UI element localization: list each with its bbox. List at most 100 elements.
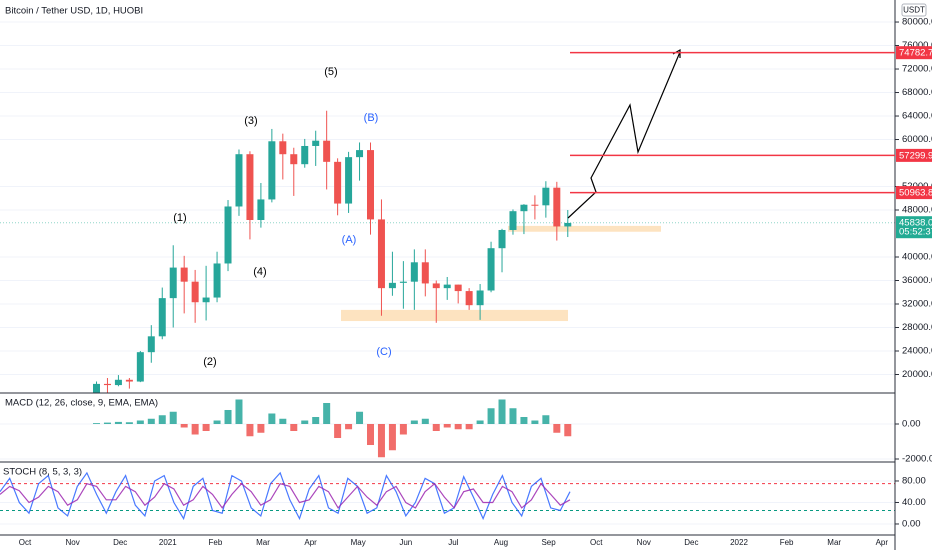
y-tick-label: 68000.00 <box>902 87 932 98</box>
y-tick-label: 60000.00 <box>902 134 932 145</box>
x-tick-label: Apr <box>304 538 317 547</box>
indicator-title: MACD (12, 26, close, 9, EMA, EMA) <box>5 398 158 409</box>
stoch-line <box>0 471 571 521</box>
candle-body <box>377 219 385 289</box>
currency: USDT <box>903 6 925 15</box>
y-tick-label: 80000.00 <box>902 17 932 28</box>
macd-bar <box>421 418 429 424</box>
macd-bar <box>476 420 484 424</box>
macd-bar <box>531 420 539 424</box>
macd-pane <box>0 399 895 460</box>
macd-bar <box>191 423 199 435</box>
candle-body <box>323 140 331 162</box>
candle-body <box>169 267 177 299</box>
y-tick-label: 48000.00 <box>902 205 932 216</box>
macd-bar <box>564 423 572 437</box>
wave-label: (2) <box>203 356 216 368</box>
x-tick-label: Jun <box>399 538 412 547</box>
macd-bar <box>454 423 462 430</box>
candle-body <box>114 379 122 386</box>
candle-body <box>509 211 517 230</box>
candle-body <box>443 284 451 289</box>
macd-bar <box>399 423 407 435</box>
macd-bar <box>180 423 188 428</box>
wave-label: (5) <box>324 66 337 78</box>
macd-bar <box>312 416 320 424</box>
candle-body <box>487 248 495 291</box>
candle-body <box>93 383 100 393</box>
y-tick-label: 32000.00 <box>902 299 932 310</box>
candle-body <box>465 291 473 306</box>
candle-body <box>136 352 144 382</box>
candle-body <box>454 284 462 292</box>
y-tick-label: 24000.00 <box>902 346 932 357</box>
price-badge <box>896 46 932 60</box>
macd-bar <box>114 421 122 424</box>
y-tick-label: 76000.00 <box>902 40 932 51</box>
candle-body <box>520 204 528 212</box>
price-badge <box>896 186 932 200</box>
zone <box>508 225 661 232</box>
candle-body <box>312 140 320 146</box>
y-tick-label: 64000.00 <box>902 111 932 122</box>
wave-label: (B) <box>364 112 379 124</box>
macd-bar <box>125 422 133 424</box>
macd-bar <box>257 423 265 433</box>
x-tick-label: Feb <box>209 538 223 547</box>
macd-bar <box>520 416 528 424</box>
wave-label: (A) <box>342 234 357 246</box>
macd-bar <box>169 411 177 424</box>
x-tick-label: Nov <box>637 538 651 547</box>
candle-body <box>257 199 265 220</box>
x-tick-label: Mar <box>256 538 270 547</box>
x-tick-label: Aug <box>494 538 508 547</box>
candle-body <box>564 222 572 227</box>
macd-bar <box>356 411 364 424</box>
x-tick-label: Jul <box>448 538 458 547</box>
wave-label: (1) <box>173 212 186 224</box>
macd-bar <box>224 409 232 424</box>
macd-bar <box>553 423 561 433</box>
x-tick-label: Dec <box>684 538 698 547</box>
macd-bar <box>158 415 166 424</box>
x-tick-label: Sep <box>541 538 556 547</box>
candle-body <box>432 283 440 289</box>
candle-body <box>356 150 364 158</box>
wave-label: (3) <box>244 115 257 127</box>
candle-body <box>191 281 199 303</box>
macd-bar <box>509 408 517 424</box>
price-badge-label: 50963.84 <box>899 188 932 199</box>
y-tick-label: 40.00 <box>902 497 926 508</box>
x-tick-label: Dec <box>113 538 127 547</box>
y-tick-label: -2000.00 <box>902 454 932 465</box>
candle-body <box>388 282 396 289</box>
last-price-badge <box>896 216 932 239</box>
stoch-pane <box>0 471 895 525</box>
candle-body <box>279 141 287 155</box>
y-tick-label: 0.00 <box>902 518 921 529</box>
x-tick-label: 2021 <box>159 538 177 547</box>
candle-body <box>235 154 243 207</box>
price-badge-label: 57299.91 <box>899 150 932 161</box>
candle-body <box>399 281 407 283</box>
macd-bar <box>323 402 331 424</box>
macd-bar <box>202 423 210 432</box>
x-tick-label: May <box>351 538 366 547</box>
macd-bar <box>465 423 473 430</box>
currency-box <box>901 3 927 17</box>
macd-bar <box>290 423 298 432</box>
candle-body <box>542 187 550 206</box>
y-tick-label: 0.00 <box>902 419 921 430</box>
price-pane <box>0 21 895 393</box>
macd-bar <box>93 423 100 424</box>
candle-body <box>345 157 353 204</box>
candle-body <box>367 150 374 220</box>
macd-bar <box>542 415 550 424</box>
macd-bar <box>443 423 451 428</box>
macd-bar <box>367 423 374 446</box>
candle-body <box>268 141 276 200</box>
y-tick-label: 40000.00 <box>902 252 932 263</box>
candle-body <box>213 263 221 298</box>
